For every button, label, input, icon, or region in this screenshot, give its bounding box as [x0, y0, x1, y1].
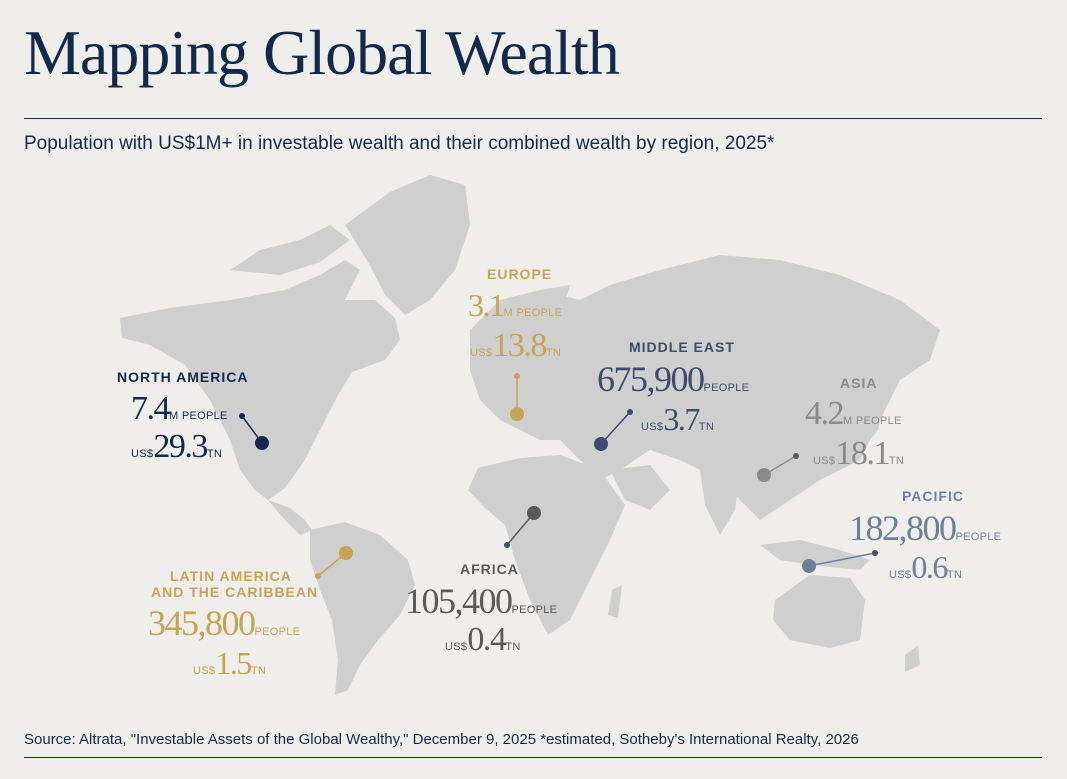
africa-wealth-value: 0.4	[467, 621, 507, 658]
pacific-wealth-unit: TN	[946, 569, 963, 581]
latin-america-wealth-prefix: US$	[193, 665, 216, 677]
middle-east-leader-line	[600, 411, 631, 445]
pacific-marker	[802, 559, 816, 573]
middle-east-wealth-value: 3.7	[663, 401, 700, 437]
africa-people: 105,400PEOPLE	[405, 583, 557, 619]
africa-label: AFRICA	[460, 561, 519, 577]
eurasia-landmass	[470, 255, 940, 520]
latin-america-marker	[339, 546, 353, 560]
europe-wealth: US$13.8TN	[470, 329, 561, 363]
australia-landmass	[773, 575, 865, 648]
pacific-label-dot	[872, 550, 878, 556]
europe-wealth-unit: TN	[545, 347, 562, 359]
north-america-wealth: US$29.3TN	[131, 430, 222, 464]
middle-east-label: MIDDLE EAST	[629, 339, 735, 355]
source-note: Source: Altrata, "Investable Assets of t…	[24, 731, 859, 748]
south-america-landmass	[310, 522, 415, 695]
north-america-wealth-prefix: US$	[131, 448, 154, 460]
asia-people-unit: M PEOPLE	[843, 415, 902, 427]
asia-wealth-prefix: US$	[813, 455, 836, 467]
middle-east-label-dot	[627, 409, 633, 415]
africa-wealth: US$0.4TN	[445, 623, 521, 657]
middle-east-wealth: US$3.7TN	[641, 403, 714, 435]
subtitle: Population with US$1M+ in investable wea…	[24, 133, 775, 154]
europe-label-dot	[514, 373, 520, 379]
latin-america-wealth-unit: TN	[250, 665, 267, 677]
uk-island	[475, 352, 497, 390]
africa-wealth-prefix: US$	[445, 641, 468, 653]
africa-label-dot	[504, 542, 510, 548]
latin-america-people-unit: PEOPLE	[254, 626, 301, 638]
pacific-people-unit: PEOPLE	[955, 531, 1002, 543]
latin-america-wealth: US$1.5TN	[193, 647, 266, 679]
pacific-wealth-prefix: US$	[889, 569, 912, 581]
greenland-landmass	[345, 175, 470, 315]
asia-wealth-unit: TN	[888, 455, 905, 467]
north-america-landmass	[120, 260, 400, 500]
madagascar	[608, 585, 622, 618]
latin-america-people: 345,800PEOPLE	[148, 605, 300, 641]
latin-america-label-dot	[315, 573, 321, 579]
asia-label: ASIA	[840, 375, 878, 391]
arctic-islands	[230, 225, 350, 275]
europe-label: EUROPE	[487, 266, 553, 282]
europe-wealth-value: 13.8	[492, 327, 547, 364]
north-america-wealth-unit: TN	[206, 448, 223, 460]
middle-east-wealth-prefix: US$	[641, 421, 664, 433]
asia-people-value: 4.2	[805, 395, 845, 432]
asia-wealth-value: 18.1	[835, 435, 890, 472]
page-title: Mapping Global Wealth	[24, 17, 620, 88]
middle-east-people: 675,900PEOPLE	[597, 361, 749, 397]
latin-america-wealth-value: 1.5	[215, 645, 252, 681]
africa-marker	[527, 506, 541, 520]
arabian-peninsula	[610, 465, 670, 510]
central-america-landmass	[268, 500, 312, 535]
north-america-people-value: 7.4	[131, 390, 171, 427]
europe-people-value: 3.1	[468, 287, 505, 323]
middle-east-wealth-unit: TN	[698, 421, 715, 433]
pacific-leader-line	[808, 552, 876, 567]
north-america-label: NORTH AMERICA	[117, 369, 249, 385]
pacific-wealth: US$0.6TN	[889, 551, 962, 583]
asia-marker	[757, 468, 771, 482]
indonesia-islands	[760, 540, 870, 570]
africa-people-value: 105,400	[405, 581, 513, 621]
scandinavia	[515, 285, 570, 350]
north-america-label-dot	[239, 413, 245, 419]
japan	[866, 395, 885, 445]
asia-people: 4.2M PEOPLE	[805, 397, 902, 431]
africa-people-unit: PEOPLE	[511, 604, 558, 616]
top-divider	[24, 118, 1042, 119]
latin-america-label-line1: LATIN AMERICA	[170, 568, 292, 584]
india	[700, 470, 740, 535]
new-zealand	[905, 645, 920, 672]
africa-wealth-unit: TN	[505, 641, 521, 653]
pacific-people-value: 182,800	[849, 508, 957, 548]
pacific-people: 182,800PEOPLE	[849, 510, 1001, 546]
middle-east-people-value: 675,900	[597, 359, 705, 399]
pacific-wealth-value: 0.6	[911, 549, 948, 585]
north-america-people-unit: M PEOPLE	[169, 410, 228, 422]
asia-wealth: US$18.1TN	[813, 437, 904, 471]
middle-east-people-unit: PEOPLE	[703, 382, 750, 394]
pacific-label: PACIFIC	[902, 488, 964, 504]
north-america-wealth-value: 29.3	[153, 428, 208, 465]
latin-america-label-line2: AND THE CARIBBEAN	[151, 584, 319, 600]
north-america-marker	[255, 436, 269, 450]
europe-marker	[510, 407, 524, 421]
africa-landmass	[468, 455, 625, 635]
middle-east-marker	[594, 437, 608, 451]
asia-label-dot	[793, 453, 799, 459]
europe-people-unit: M PEOPLE	[503, 307, 563, 319]
europe-people: 3.1M PEOPLE	[468, 289, 562, 321]
latin-america-people-value: 345,800	[148, 603, 256, 643]
bottom-divider	[24, 757, 1042, 758]
north-america-people: 7.4M PEOPLE	[131, 392, 228, 426]
europe-wealth-prefix: US$	[470, 347, 493, 359]
